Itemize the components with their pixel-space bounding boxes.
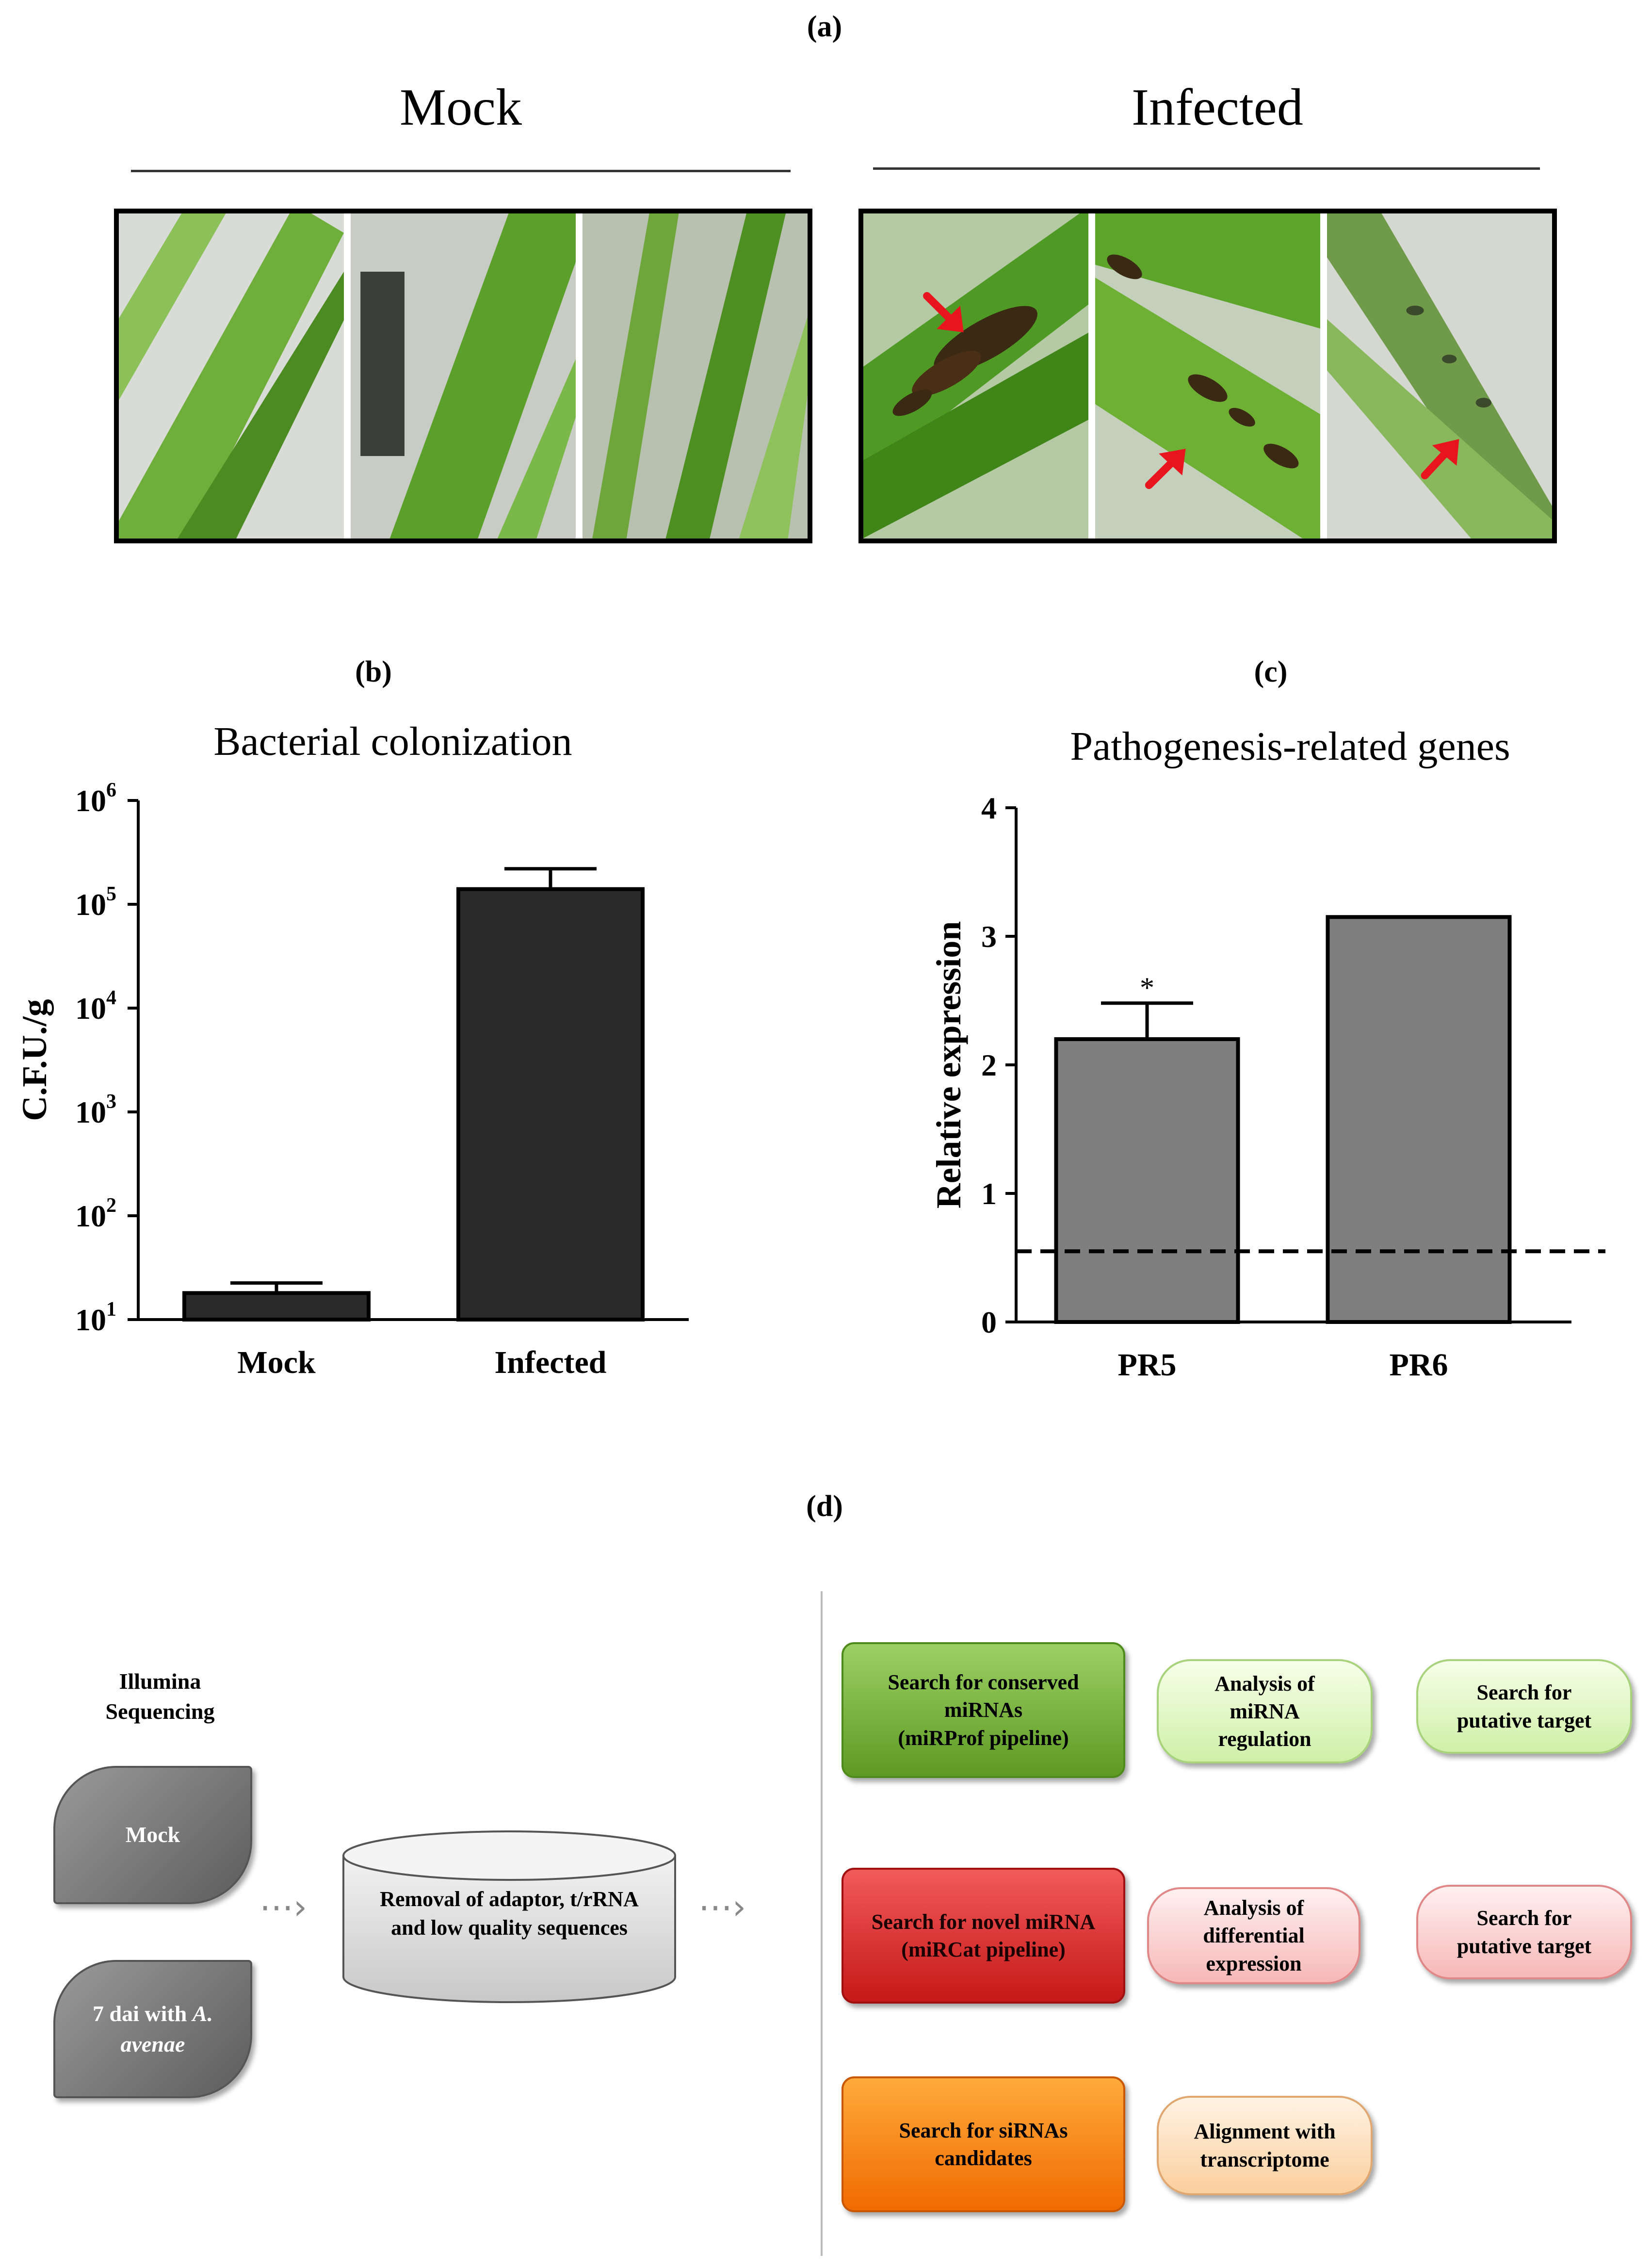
chart-c-y-tick-label: 1: [981, 1176, 997, 1211]
novel-target-line-1: Search for: [1476, 1906, 1572, 1930]
mock-leaf-photo-2: [344, 213, 576, 538]
panel-label-b: (b): [355, 655, 392, 688]
pipeline-divider: [821, 1591, 823, 2256]
filter-step-label: Removal of adaptor, t/rRNA and low quali…: [344, 1885, 674, 1942]
chart-b-y-tick-label: 102: [75, 1194, 116, 1233]
chart-b-y-tick-label: 103: [75, 1091, 116, 1129]
novel-mirna-line-1: Search for novel miRNA: [871, 1909, 1096, 1934]
sirna-candidates-line-1: Search for siRNAs: [899, 2118, 1068, 2142]
chart-c-x-tick-label: PR6: [1390, 1347, 1448, 1383]
panel-label-c: (c): [1254, 655, 1288, 688]
chart-b-bar: [456, 887, 645, 1322]
transcriptome-alignment-line-2: transcriptome: [1200, 2147, 1329, 2171]
novel-target-line-2: putative target: [1457, 1934, 1592, 1958]
infected-leaf-photo-1: [863, 213, 1088, 538]
filter-line-2: and low quality sequences: [391, 1916, 628, 1940]
differential-expression-line-1: Analysis of: [1203, 1896, 1304, 1920]
chart-c-y-tick-label: 3: [981, 919, 997, 954]
mock-leaf-photos: [114, 209, 812, 543]
sample-infected: 7 dai with A. avenae: [53, 1960, 252, 2098]
filter-line-1: Removal of adaptor, t/rRNA: [380, 1887, 639, 1911]
mock-leaf-photo-3: [576, 213, 808, 538]
sample-mock: Mock: [53, 1766, 252, 1904]
chart-b-y-tick-exponent: 2: [106, 1194, 116, 1217]
conserved-target-search: Search for putative target: [1416, 1659, 1632, 1754]
infected-heading: Infected: [1132, 79, 1303, 136]
chart-b-bar: [182, 1291, 371, 1322]
chart-c: 0 1 2 3 4 Relative expression * PR5 PR6: [929, 791, 1605, 1383]
conserved-mirna-search: Search for conserved miRNAs (miRProf pip…: [842, 1642, 1125, 1778]
conserved-mirna-line-2: miRNAs: [944, 1698, 1023, 1722]
novel-target-search: Search for putative target: [1416, 1885, 1632, 1979]
chart-b-x-tick-label: Infected: [495, 1345, 607, 1380]
sirna-candidates-line-2: candidates: [935, 2146, 1032, 2170]
infected-leaf-photo-2: [1088, 213, 1320, 538]
transcriptome-alignment: Alignment with transcriptome: [1157, 2096, 1373, 2195]
chart-c-bar: [1326, 915, 1512, 1324]
chart-c-bar: [1054, 1037, 1240, 1324]
chart-b-title: Bacterial colonization: [213, 719, 572, 764]
conserved-target-line-2: putative target: [1457, 1708, 1592, 1732]
chart-b-y-tick-exponent: 3: [106, 1091, 116, 1113]
chart-b: 101 102 103 104 105 106 C.F.U./g Mock Infected: [15, 779, 689, 1380]
chart-b-y-label: C.F.U./g: [15, 999, 54, 1121]
chart-b-y-tick-exponent: 5: [106, 883, 116, 905]
sample-infected-label: 7 dai with A. avenae: [93, 2001, 213, 2056]
differential-expression-line-2: differential: [1203, 1924, 1305, 1948]
mirna-regulation-line-2: miRNA: [1230, 1699, 1300, 1723]
chart-c-y-tick-label: 4: [981, 791, 997, 825]
sequencing-title: Illumina Sequencing: [73, 1666, 247, 1727]
conserved-target-line-1: Search for: [1476, 1681, 1572, 1705]
chart-c-significance-marker: *: [1140, 972, 1154, 1004]
infected-leaf-photo-3: [1320, 213, 1552, 538]
transcriptome-alignment-line-1: Alignment with: [1194, 2120, 1336, 2144]
infected-leaf-photos: [858, 209, 1557, 543]
chart-b-y-tick-label: 106: [75, 779, 116, 818]
novel-mirna-line-2: (miRCat pipeline): [901, 1938, 1066, 1961]
chart-c-y-tick-label: 2: [981, 1048, 997, 1082]
sequencing-title-line-2: Sequencing: [105, 1699, 215, 1724]
mirna-regulation-line-1: Analysis of: [1214, 1671, 1315, 1696]
filter-step-cylinder: [342, 1830, 676, 2003]
chart-b-y-tick-exponent: 4: [106, 987, 116, 1009]
chart-c-x-tick-label: PR5: [1118, 1347, 1177, 1383]
chart-c-y-label: Relative expression: [929, 921, 968, 1209]
chart-c-title: Pathogenesis-related genes: [1070, 724, 1510, 769]
conserved-mirna-line-1: Search for conserved: [888, 1670, 1079, 1695]
sequencing-title-line-1: Illumina: [119, 1669, 201, 1694]
arrow-to-filter-icon: ⋯›: [259, 1887, 307, 1927]
chart-b-y-tick-label: 101: [75, 1298, 116, 1337]
mirna-regulation-line-3: regulation: [1218, 1727, 1311, 1751]
chart-b-y-tick-exponent: 6: [106, 779, 116, 801]
chart-b-x-tick-label: Mock: [237, 1345, 316, 1380]
chart-b-y-tick-label: 105: [75, 883, 116, 922]
sample-mock-label: Mock: [125, 1822, 180, 1847]
chart-b-y-tick-label: 104: [75, 987, 116, 1026]
panel-label-d: (d): [806, 1490, 843, 1523]
mock-underline: [131, 170, 791, 172]
mirna-regulation-analysis: Analysis of miRNA regulation: [1157, 1659, 1373, 1763]
arrow-to-analyses-icon: ⋯›: [698, 1887, 746, 1927]
novel-mirna-search: Search for novel miRNA (miRCat pipeline): [842, 1868, 1125, 2004]
infected-underline: [873, 167, 1540, 170]
panel-label-a: (a): [807, 10, 842, 43]
chart-b-y-tick-exponent: 1: [106, 1298, 116, 1321]
differential-expression-line-3: expression: [1206, 1951, 1302, 1975]
mock-leaf-photo-1: [119, 213, 344, 538]
sirna-candidates-search: Search for siRNAs candidates: [842, 2076, 1125, 2212]
mock-heading: Mock: [400, 79, 522, 136]
chart-c-y-tick-label: 0: [981, 1305, 997, 1339]
conserved-mirna-line-3: (miRProf pipeline): [898, 1726, 1069, 1750]
differential-expression-analysis: Analysis of differential expression: [1147, 1887, 1360, 1984]
